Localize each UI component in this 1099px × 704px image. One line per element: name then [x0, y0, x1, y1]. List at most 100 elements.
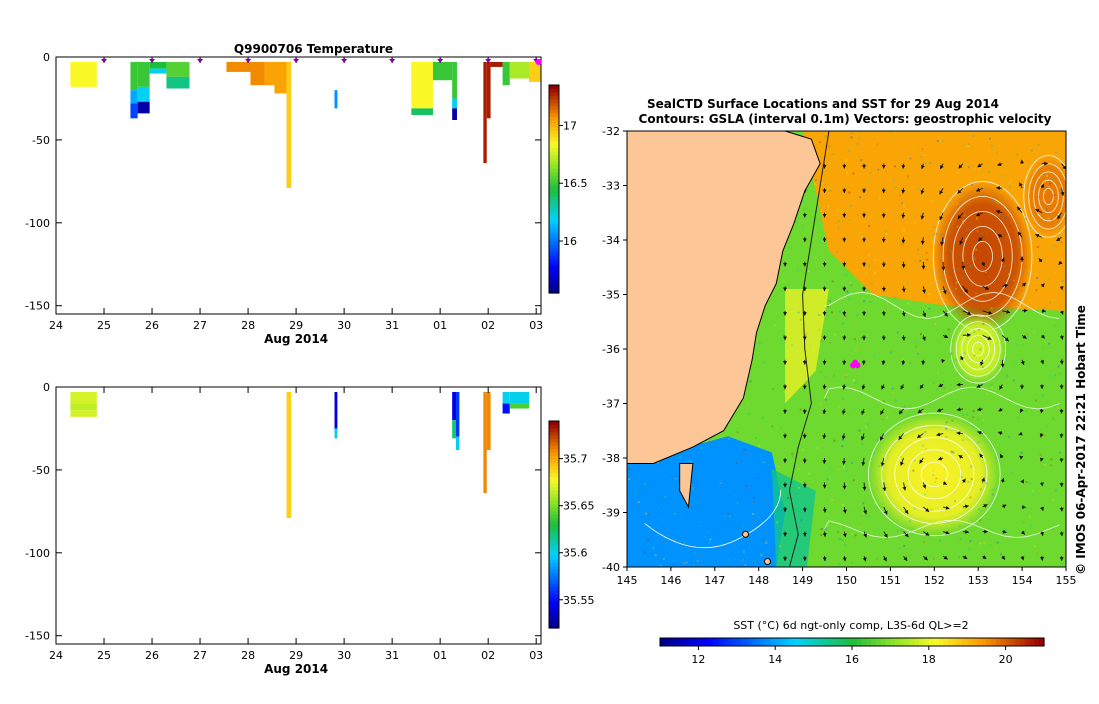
- sst-speckle: [854, 407, 856, 409]
- colorbar-step: [674, 638, 679, 646]
- sst-speckle: [1034, 545, 1036, 547]
- sst-speckle: [984, 356, 986, 358]
- sst-speckle: [954, 500, 956, 502]
- sst-speckle: [954, 269, 956, 271]
- colorbar-step: [790, 638, 795, 646]
- sst-speckle: [861, 237, 863, 239]
- sst-speckle: [939, 137, 941, 139]
- sst-speckle: [926, 259, 928, 261]
- colorbar-step: [694, 638, 699, 646]
- sst-speckle: [977, 418, 979, 420]
- colorbar-step: [549, 514, 559, 518]
- sst-speckle: [945, 428, 947, 430]
- sst-speckle: [845, 384, 847, 386]
- sst-speckle: [948, 201, 950, 203]
- sst-speckle: [839, 563, 841, 565]
- sst-speckle: [858, 137, 860, 139]
- sst-speckle: [679, 456, 681, 458]
- sst-speckle: [1039, 214, 1041, 216]
- sst-speckle: [979, 348, 981, 350]
- colorbar-step: [549, 580, 559, 584]
- sst-speckle: [853, 479, 855, 481]
- sst-speckle: [937, 372, 939, 374]
- sst-speckle: [792, 455, 794, 457]
- sst-speckle: [885, 230, 887, 232]
- colorbar-tick-label: 35.65: [563, 500, 595, 513]
- colorbar-step: [549, 251, 559, 255]
- sst-speckle: [985, 482, 987, 484]
- profile-cell: [70, 392, 96, 404]
- sst-speckle: [877, 169, 879, 171]
- sst-speckle: [979, 519, 981, 521]
- sst-speckle: [928, 308, 930, 310]
- colorbar-step: [910, 638, 915, 646]
- sst-speckle: [839, 311, 841, 313]
- sst-speckle: [856, 255, 858, 257]
- sst-speckle: [868, 515, 870, 517]
- sst-speckle: [947, 522, 949, 524]
- colorbar-step: [549, 507, 559, 511]
- sst-speckle: [1031, 149, 1033, 151]
- sst-speckle: [748, 413, 750, 415]
- sst-speckle: [1009, 328, 1011, 330]
- colorbar-step: [1020, 638, 1025, 646]
- colorbar-step: [549, 459, 559, 463]
- sst-speckle: [971, 184, 973, 186]
- colorbar-step: [986, 638, 991, 646]
- colorbar-step: [766, 638, 771, 646]
- sst-speckle: [979, 542, 981, 544]
- sst-speckle: [647, 514, 649, 516]
- sst-speckle: [819, 371, 821, 373]
- colorbar-step: [866, 638, 871, 646]
- map-y-tick-label: -33: [602, 180, 620, 193]
- colorbar-step: [549, 106, 559, 110]
- sst-speckle: [853, 379, 855, 381]
- colorbar-step: [549, 147, 559, 151]
- sst-speckle: [683, 562, 685, 564]
- colorbar-step: [698, 638, 703, 646]
- map-x-tick-label: 147: [704, 574, 725, 587]
- sst-speckle: [859, 451, 861, 453]
- sst-speckle: [860, 526, 862, 528]
- colorbar-step: [549, 559, 559, 563]
- sst-speckle: [734, 545, 736, 547]
- sst-speckle: [901, 244, 903, 246]
- colorbar-step: [549, 109, 559, 113]
- sst-speckle: [849, 219, 851, 221]
- colorbar-step: [967, 638, 972, 646]
- y-tick-label: -100: [25, 217, 50, 230]
- sst-speckle: [879, 196, 881, 198]
- sst-speckle: [974, 300, 976, 302]
- sst-speckle: [797, 564, 799, 566]
- sst-speckle: [690, 503, 692, 505]
- sst-speckle: [883, 400, 885, 402]
- profile-cell: [510, 404, 529, 409]
- colorbar-step: [549, 504, 559, 508]
- sst-speckle: [1035, 400, 1037, 402]
- profile-cell: [250, 62, 264, 85]
- sst-speckle: [851, 462, 853, 464]
- sst-speckle: [1053, 194, 1055, 196]
- sst-speckle: [848, 298, 850, 300]
- sst-speckle: [1035, 289, 1037, 291]
- sst-speckle: [987, 393, 989, 395]
- sst-speckle: [1030, 508, 1032, 510]
- sst-speckle: [827, 478, 829, 480]
- sst-speckle: [962, 220, 964, 222]
- sst-speckle: [842, 398, 844, 400]
- x-tick-label: 25: [97, 319, 111, 332]
- sst-speckle: [1038, 196, 1040, 198]
- sst-speckle: [827, 205, 829, 207]
- sst-speckle: [695, 482, 697, 484]
- sst-speckle: [960, 313, 962, 315]
- panel-title: Q9900706 Temperature: [234, 42, 393, 56]
- sst-speckle: [829, 342, 831, 344]
- profile-cell: [487, 392, 491, 450]
- sst-speckle: [876, 558, 878, 560]
- sst-speckle: [1048, 343, 1050, 345]
- profile-cell: [452, 420, 456, 438]
- colorbar-step: [1030, 638, 1035, 646]
- colorbar-step: [1034, 638, 1039, 646]
- sst-speckle: [841, 539, 843, 541]
- colorbar-step: [660, 638, 665, 646]
